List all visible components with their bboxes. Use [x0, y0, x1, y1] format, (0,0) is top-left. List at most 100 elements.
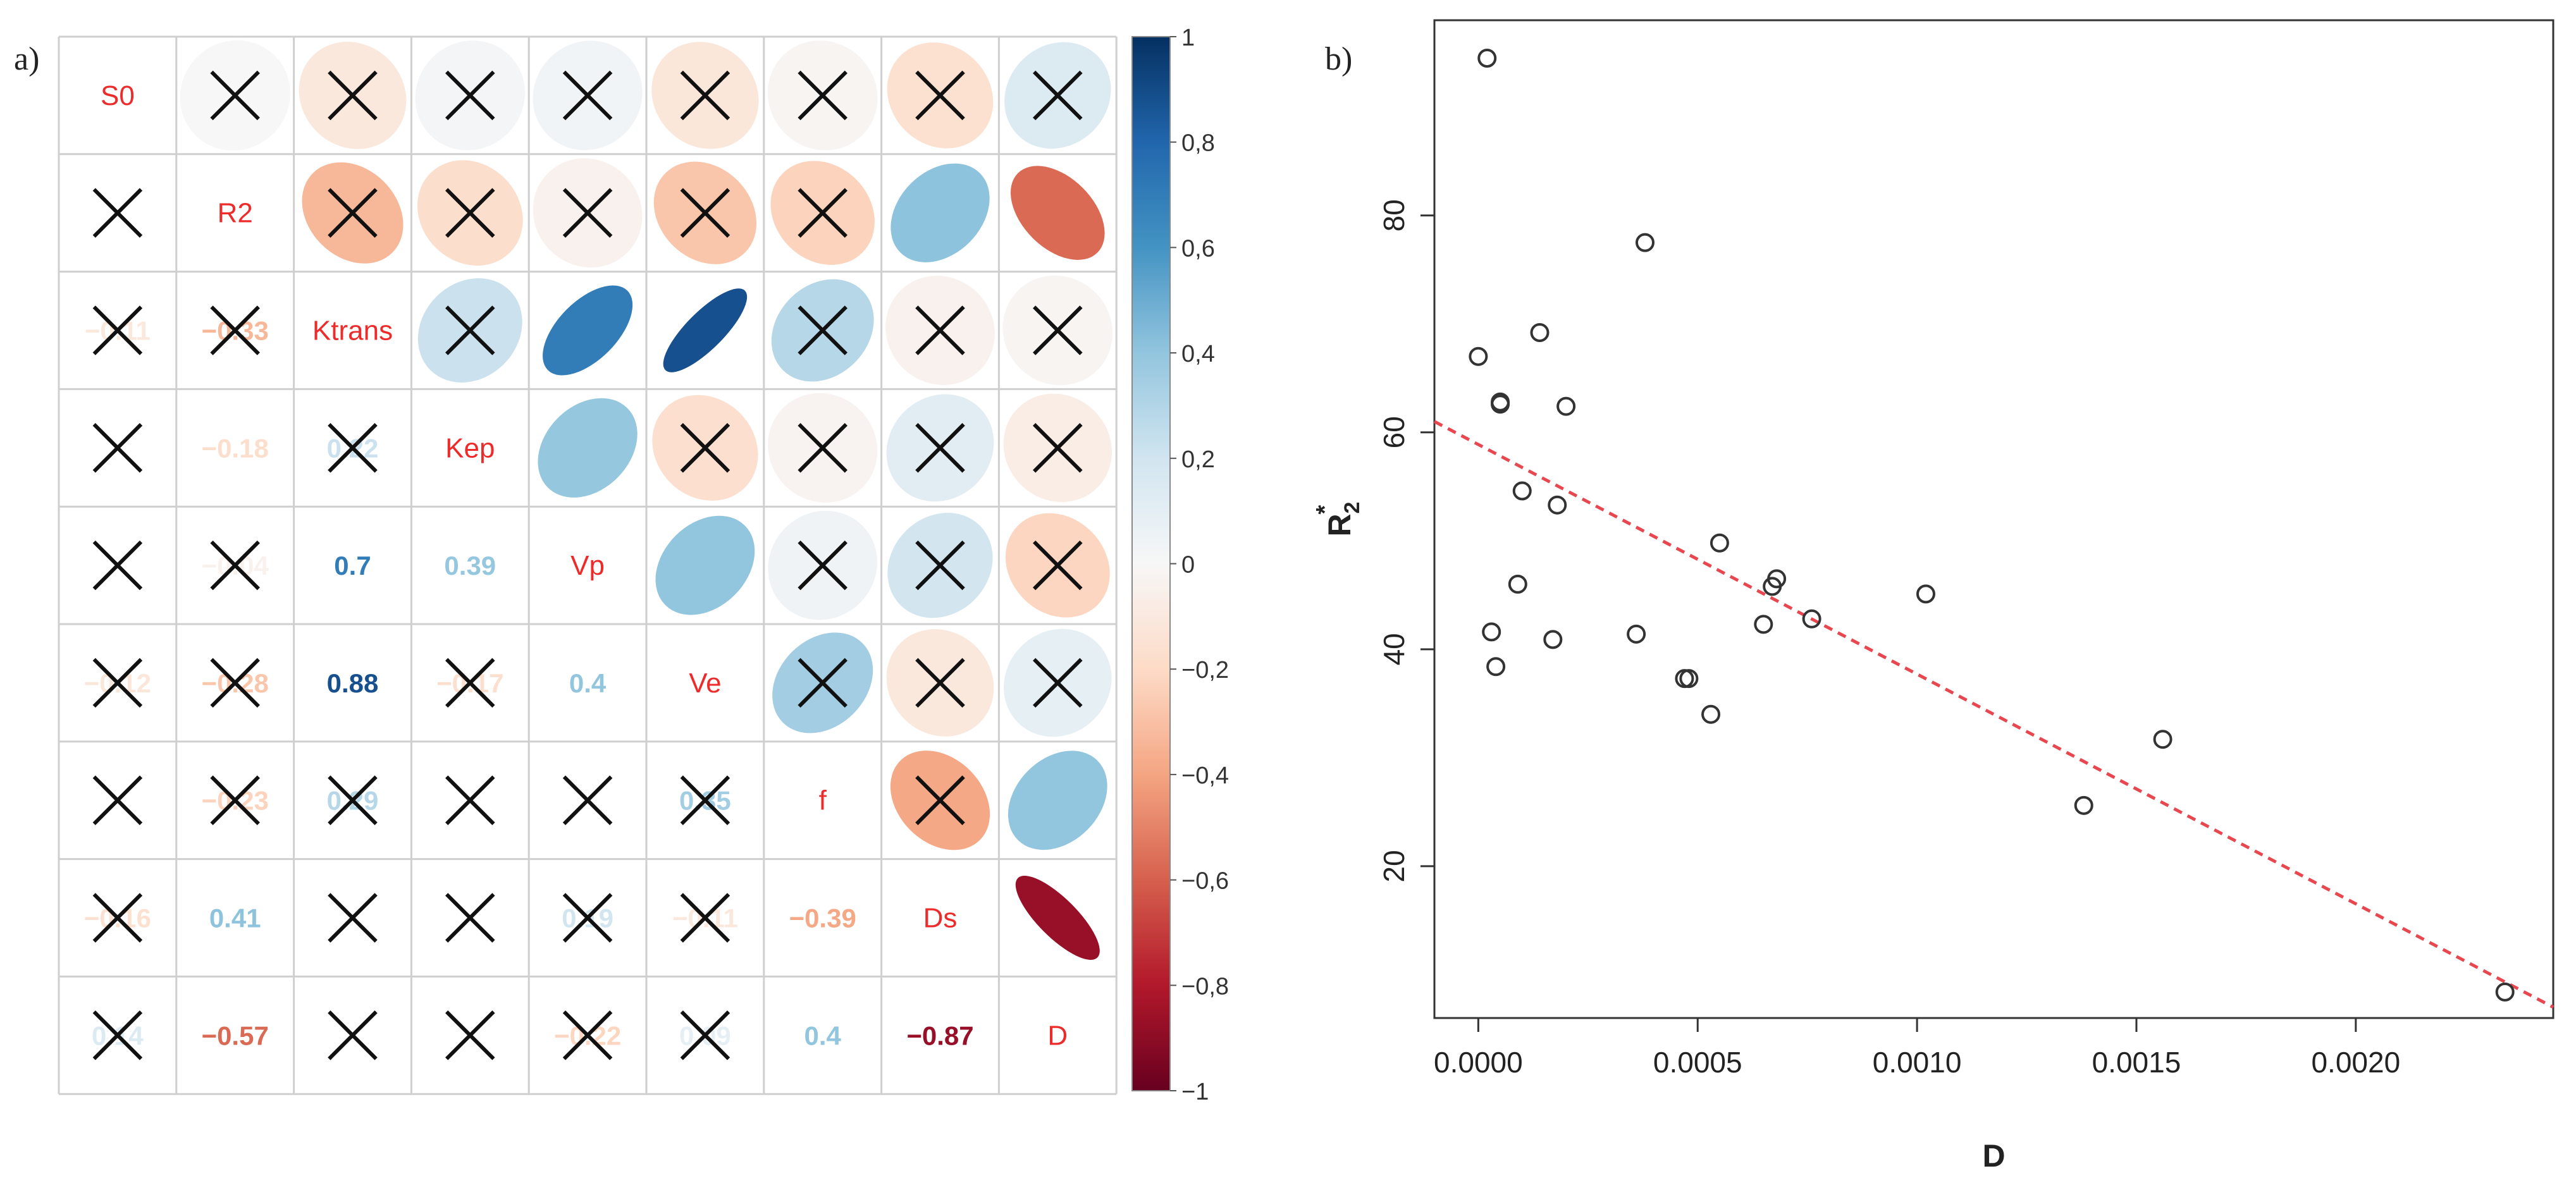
insignificant-cross: [915, 70, 965, 121]
correlation-value: 0.39: [444, 551, 496, 580]
insignificant-cross: [445, 305, 495, 355]
insignificant-cross: [210, 70, 260, 121]
variable-label: S0: [101, 80, 135, 111]
correlation-ellipse: [891, 163, 990, 262]
insignificant-cross: [210, 305, 260, 355]
insignificant-cross: [1033, 540, 1083, 591]
data-point: [1486, 657, 1506, 677]
correlation-value: 0.7: [334, 551, 371, 580]
colorbar-tick-label: −0,2: [1181, 657, 1229, 684]
colorbar-tick-label: −0,8: [1181, 973, 1229, 1000]
colorbar-tick-label: 0,6: [1181, 235, 1215, 262]
y-axis-label: R2*: [1312, 501, 1364, 536]
insignificant-cross: [92, 658, 143, 708]
x-tick-label: 0.0005: [1653, 1046, 1742, 1079]
insignificant-cross: [1033, 423, 1083, 473]
insignificant-cross: [562, 1010, 613, 1060]
insignificant-cross: [210, 775, 260, 825]
insignificant-cross: [915, 658, 965, 708]
insignificant-cross: [680, 423, 730, 473]
correlation-value: 0.4: [569, 668, 607, 698]
data-point: [1635, 233, 1655, 252]
data-point: [1512, 481, 1532, 501]
insignificant-cross: [915, 423, 965, 473]
data-point: [1543, 630, 1563, 649]
insignificant-cross: [680, 775, 730, 825]
variable-label: Vp: [570, 550, 605, 581]
insignificant-cross: [798, 658, 847, 708]
insignificant-cross: [798, 305, 847, 355]
correlation-ellipse: [1015, 875, 1100, 960]
panel-label-b: b): [1325, 41, 1352, 77]
correlation-ellipse: [655, 515, 755, 615]
insignificant-cross: [92, 893, 143, 943]
insignificant-cross: [798, 70, 847, 121]
insignificant-cross: [92, 188, 143, 238]
insignificant-cross: [562, 775, 613, 825]
insignificant-cross: [680, 893, 730, 943]
insignificant-cross: [328, 1010, 378, 1060]
insignificant-cross: [1033, 70, 1083, 121]
x-tick-label: 0.0020: [2311, 1046, 2400, 1079]
variable-label: Ve: [689, 668, 721, 699]
data-point: [1754, 615, 1773, 634]
correlation-value: −0.39: [789, 904, 856, 933]
correlation-ellipse: [538, 398, 638, 498]
insignificant-cross: [1033, 658, 1083, 708]
data-point: [1802, 609, 1821, 629]
data-point: [1530, 322, 1550, 342]
data-point: [2495, 982, 2515, 1002]
x-tick-label: 0.0015: [2092, 1046, 2181, 1079]
y-axis-label-sub: 2: [1340, 501, 1364, 513]
correlation-ellipse: [1010, 166, 1105, 261]
colorbar-tick-label: 0,2: [1181, 446, 1215, 473]
insignificant-cross: [92, 423, 143, 473]
data-point: [1548, 495, 1567, 515]
variable-label: Kep: [445, 432, 495, 463]
panel-label-a: a): [14, 41, 39, 77]
correlation-value: −0.57: [202, 1021, 269, 1050]
correlation-ellipse: [1008, 751, 1107, 850]
colorbar-tick-label: 0,8: [1181, 130, 1215, 157]
insignificant-cross: [680, 188, 730, 238]
insignificant-cross: [210, 658, 260, 708]
correlation-value: −0.18: [202, 433, 269, 463]
data-point: [1477, 49, 1497, 68]
insignificant-cross: [798, 423, 847, 473]
data-point: [1556, 396, 1576, 416]
data-point: [1469, 347, 1488, 366]
x-tick-label: 0.0010: [1873, 1046, 1962, 1079]
colorbar-tick-label: −1: [1181, 1079, 1209, 1105]
data-point: [1627, 624, 1646, 644]
insignificant-cross: [680, 1010, 730, 1060]
insignificant-cross: [562, 70, 613, 121]
colorbar-tick-label: 0: [1181, 552, 1195, 579]
insignificant-cross: [562, 188, 613, 238]
data-point: [1763, 577, 1782, 596]
data-point: [1508, 574, 1527, 594]
y-axis-label-sup: *: [1312, 505, 1338, 514]
colorbar-tick-label: −0,6: [1181, 868, 1229, 895]
insignificant-cross: [445, 1010, 495, 1060]
colorbar-tick-label: −0,4: [1181, 763, 1229, 789]
insignificant-cross: [445, 775, 495, 825]
data-point: [2074, 795, 2093, 815]
x-axis-label: D: [1982, 1138, 2005, 1174]
data-point: [1679, 669, 1699, 689]
insignificant-cross: [328, 423, 378, 473]
insignificant-cross: [445, 70, 495, 121]
insignificant-cross: [328, 70, 378, 121]
variable-label: D: [1047, 1020, 1068, 1051]
colorbar-tick-label: 0,4: [1181, 341, 1215, 367]
correlation-ellipse: [543, 285, 633, 376]
correlation-matrix-chart: a) S0R2KtransKepVpVefDsD−0.11−0.33−0.180…: [14, 25, 1229, 1105]
correlation-value: 0.88: [327, 668, 379, 698]
data-point: [2153, 730, 2172, 749]
y-tick-label: 80: [1377, 199, 1410, 231]
correlation-value: 0.41: [209, 904, 261, 933]
regression-line: [1433, 420, 2554, 1009]
y-tick-label: 60: [1377, 416, 1410, 448]
insignificant-cross: [328, 188, 378, 238]
insignificant-cross: [445, 658, 495, 708]
insignificant-cross: [328, 775, 378, 825]
